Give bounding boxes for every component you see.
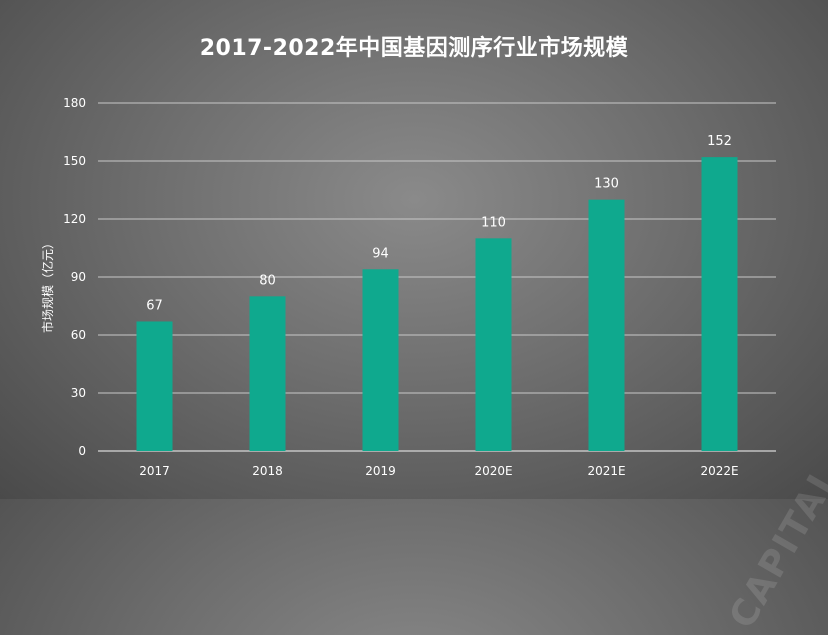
x-tick-label: 2019 [365, 464, 396, 478]
data-label: 67 [146, 298, 163, 313]
y-tick-label: 0 [78, 444, 86, 458]
y-tick-label: 180 [63, 96, 86, 110]
gridlines [98, 103, 776, 451]
y-tick-label: 150 [63, 154, 86, 168]
data-label: 80 [259, 273, 276, 288]
x-tick-label: 2022E [700, 464, 738, 478]
data-label: 152 [707, 134, 732, 149]
bar [702, 157, 738, 451]
y-tick-label: 30 [71, 386, 86, 400]
y-tick-label: 120 [63, 212, 86, 226]
y-tick-label: 90 [71, 270, 86, 284]
x-tick-label: 2021E [587, 464, 625, 478]
x-tick-label: 2020E [474, 464, 512, 478]
data-label: 110 [481, 215, 506, 230]
y-tick-label: 60 [71, 328, 86, 342]
data-label: 94 [372, 246, 389, 261]
x-tick-label: 2018 [252, 464, 283, 478]
x-tick-label: 2017 [139, 464, 170, 478]
bar [363, 269, 399, 451]
bar [589, 200, 625, 451]
bars [137, 157, 738, 451]
y-axis-label: 市场规模（亿元） [40, 237, 55, 333]
data-label: 130 [594, 177, 619, 192]
bar-chart: 0 30 60 90 120 150 180 2017 2018 2019 2020E 2021E 20… [0, 0, 828, 499]
bar [137, 321, 173, 451]
bar [250, 296, 286, 451]
bar [476, 238, 512, 451]
